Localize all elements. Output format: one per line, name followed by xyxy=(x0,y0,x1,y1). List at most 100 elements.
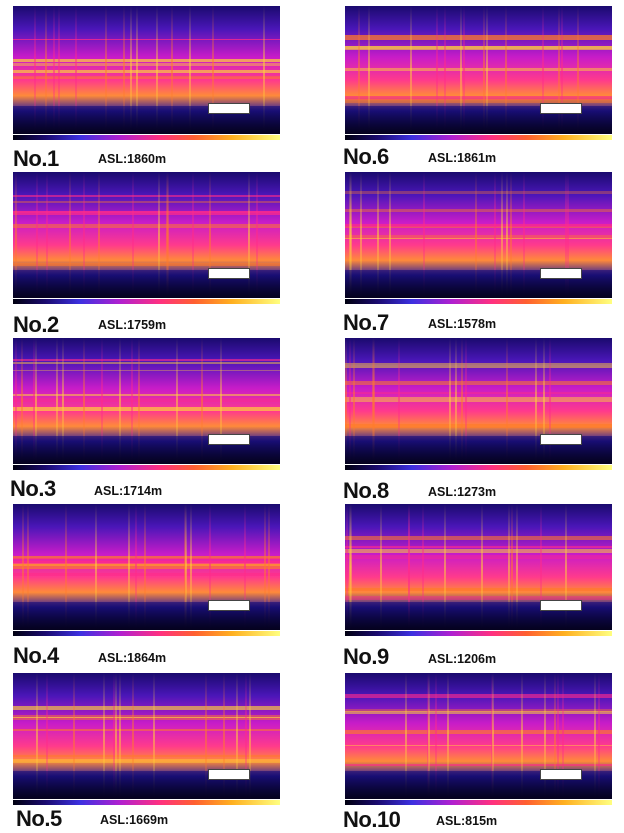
spectrogram-band xyxy=(13,38,280,41)
spectrogram-image xyxy=(345,172,612,298)
color-scale-bar xyxy=(13,631,280,636)
spectrogram-streak xyxy=(516,504,519,630)
spectrogram-streak xyxy=(460,338,463,464)
spectrogram-streak xyxy=(460,6,463,134)
spectrogram-streak xyxy=(132,673,135,799)
spectrogram-band xyxy=(13,754,280,757)
spectrogram-info-box xyxy=(539,768,582,780)
spectrogram-streak xyxy=(44,6,47,134)
spectrogram-streak xyxy=(144,504,147,630)
altitude-label: ASL:1273m xyxy=(428,485,497,499)
spectrogram-streak xyxy=(26,504,29,630)
altitude-label: ASL:1864m xyxy=(98,651,167,665)
spectrogram-band xyxy=(13,211,280,216)
spectrogram-info-box xyxy=(207,267,250,279)
altitude-label: ASL:1759m xyxy=(98,318,167,332)
spectrogram-streak xyxy=(264,504,267,630)
spectrogram-streak xyxy=(367,6,370,134)
spectrogram-image xyxy=(13,172,280,298)
spectrogram-streak xyxy=(136,6,139,134)
spectrogram-streak xyxy=(506,172,509,298)
spectrogram-band xyxy=(345,694,612,698)
spectrogram-streak xyxy=(132,172,135,298)
spectrogram-streak xyxy=(494,172,497,298)
spectrogram-info-box xyxy=(539,267,582,279)
spectrogram-streak xyxy=(565,172,568,298)
spectrogram-band xyxy=(345,555,612,560)
spectrogram-streak xyxy=(345,338,347,464)
spectrogram-streak xyxy=(348,504,351,630)
spectrogram-info-box xyxy=(207,599,250,611)
spectrogram-band xyxy=(13,62,280,67)
color-scale-bar xyxy=(13,800,280,805)
site-number-label: No.1 xyxy=(13,146,59,171)
spectrogram-streak xyxy=(349,504,352,630)
spectrogram-band xyxy=(345,745,612,747)
spectrogram-band xyxy=(345,35,612,40)
spectrogram-streak xyxy=(46,673,49,799)
spectrogram-streak xyxy=(423,172,426,298)
spectrogram-streak xyxy=(349,338,352,464)
spectrogram-streak xyxy=(486,6,489,134)
spectrogram-streak xyxy=(359,172,362,298)
spectrogram-streak xyxy=(35,673,38,799)
spectrogram-streak xyxy=(397,338,400,464)
spectrogram-band xyxy=(345,99,612,103)
spectrogram-streak xyxy=(534,338,537,464)
spectrogram-streak xyxy=(65,504,68,630)
spectrogram-streak xyxy=(565,504,568,630)
spectrogram-band xyxy=(13,728,280,731)
spectrogram-streak xyxy=(223,673,225,799)
spectrogram-band xyxy=(13,70,280,74)
spectrogram-streak xyxy=(219,338,222,464)
spectrogram-band xyxy=(13,75,280,78)
spectrogram-streak xyxy=(435,6,438,134)
spectrogram-streak xyxy=(480,504,483,630)
spectrogram-streak xyxy=(118,673,121,799)
spectrogram-streak xyxy=(561,673,564,799)
spectrogram-streak xyxy=(83,338,86,464)
spectrogram-image xyxy=(13,673,280,799)
spectrogram-streak xyxy=(255,172,258,298)
spectrogram-streak xyxy=(263,6,266,134)
spectrogram-band xyxy=(13,76,280,79)
spectrogram-streak xyxy=(33,6,36,134)
spectrogram-image xyxy=(345,673,612,799)
site-number-label: No.10 xyxy=(343,807,401,832)
spectrogram-streak xyxy=(20,338,23,464)
spectrogram-info-box xyxy=(539,599,582,611)
spectrogram-streak xyxy=(170,6,173,134)
spectrogram-streak xyxy=(138,338,141,464)
spectrogram-image xyxy=(13,504,280,630)
spectrogram-streak xyxy=(247,172,250,298)
spectrogram-streak xyxy=(509,172,512,298)
spectrogram-streak xyxy=(523,172,526,298)
spectrogram-streak xyxy=(542,6,545,134)
spectrogram-streak xyxy=(510,504,513,630)
spectrogram-band xyxy=(13,358,280,361)
spectrogram-band xyxy=(345,363,612,365)
spectrogram-band xyxy=(345,730,612,735)
spectrogram-band xyxy=(345,365,612,368)
spectrogram-streak xyxy=(549,338,552,464)
spectrogram-streak xyxy=(105,6,108,134)
spectrogram-streak xyxy=(543,673,546,799)
spectrogram-streak xyxy=(491,673,494,799)
spectrogram-band xyxy=(345,209,612,213)
site-number-label: No.2 xyxy=(13,312,59,337)
spectrogram-streak xyxy=(558,6,561,134)
spectrogram-band xyxy=(345,711,612,715)
altitude-label: ASL:1206m xyxy=(428,652,497,666)
spectrogram-streak xyxy=(446,673,449,799)
spectrogram-streak xyxy=(33,338,36,464)
spectrogram-streak xyxy=(82,172,85,298)
color-scale-bar xyxy=(345,800,612,805)
spectrogram-band xyxy=(13,194,280,198)
spectrogram-streak xyxy=(103,673,106,799)
spectrogram-streak xyxy=(190,504,193,630)
spectrogram-streak xyxy=(474,172,477,298)
spectrogram-streak xyxy=(97,172,100,298)
spectrogram-streak xyxy=(243,504,246,630)
spectrogram-streak xyxy=(376,172,379,298)
spectrogram-band xyxy=(345,763,612,767)
